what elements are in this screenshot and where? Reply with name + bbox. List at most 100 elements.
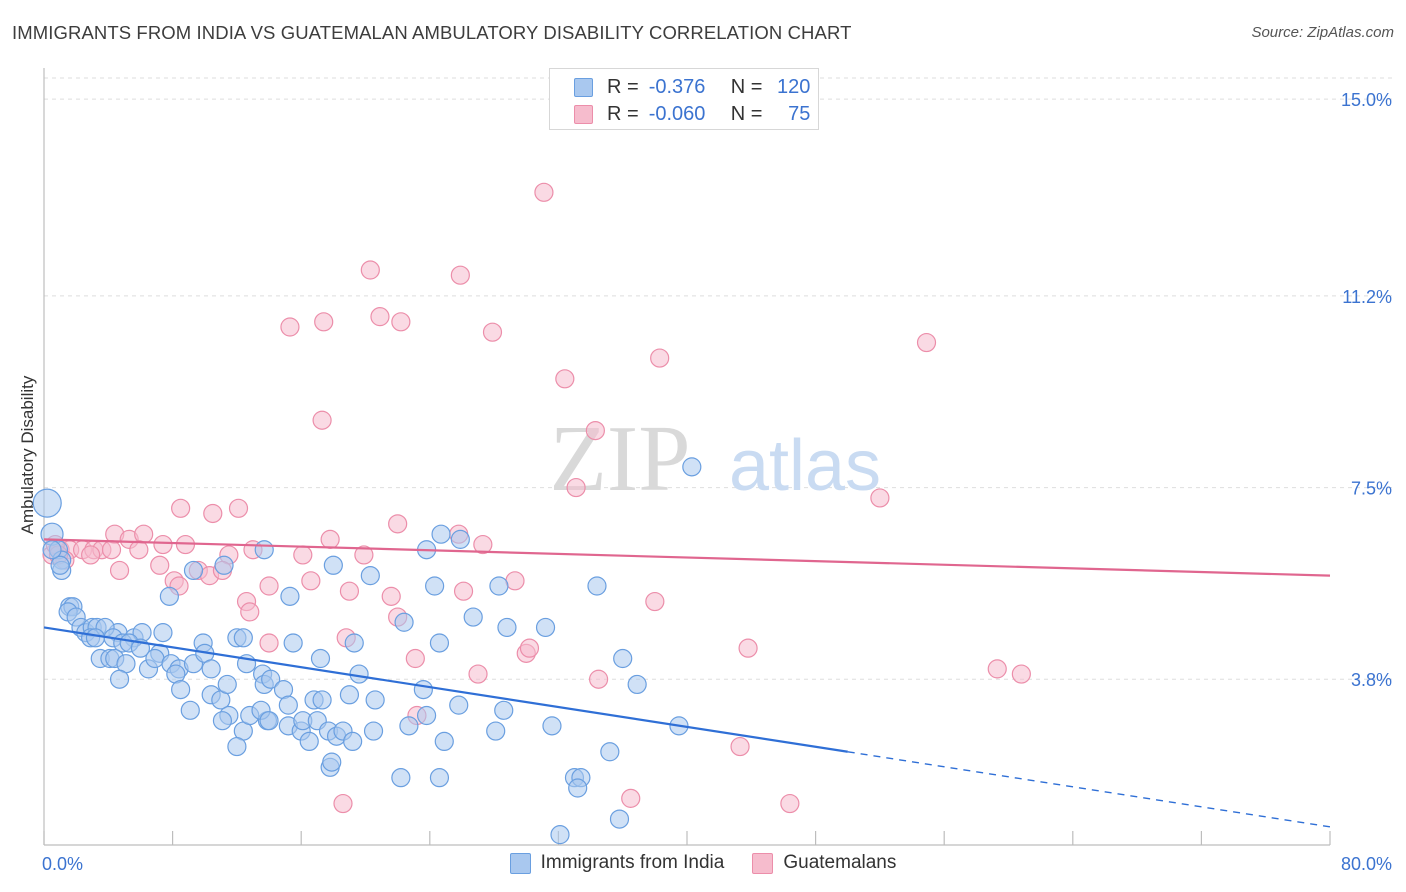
data-point-guatemalans <box>259 576 279 596</box>
data-point-guatemalans <box>453 581 474 601</box>
data-point-india <box>535 617 556 638</box>
data-point-guatemalans <box>468 664 488 684</box>
data-point-india <box>85 628 106 648</box>
y-tick-label: 11.2% <box>1342 287 1392 307</box>
data-point-india <box>233 628 253 648</box>
data-point-guatemalans <box>370 307 390 327</box>
legend-swatch-blue <box>509 852 531 874</box>
data-point-india <box>429 633 450 653</box>
data-point-guatemalans <box>129 540 149 560</box>
data-point-india <box>42 540 62 560</box>
data-point-india <box>183 560 204 581</box>
data-point-india <box>486 721 506 741</box>
trend-line-india <box>43 626 848 753</box>
data-point-india <box>497 617 517 638</box>
legend-label-guatemalans: Guatemalans <box>783 852 897 873</box>
data-point-india <box>171 679 191 700</box>
data-point-india <box>310 648 331 669</box>
data-point-india <box>145 648 165 669</box>
data-point-guatemalans <box>473 534 493 555</box>
x-tick-label-max: 80.0% <box>1341 854 1392 874</box>
data-point-india <box>399 716 419 736</box>
y-tick-label: 7.5% <box>1351 479 1392 499</box>
data-point-guatemalans <box>870 488 890 508</box>
legend-n-label: N = <box>730 102 763 125</box>
legend-item-india[interactable]: Immigrants from India <box>509 852 725 874</box>
legend-n-value: 75 <box>788 102 811 125</box>
data-point-guatemalans <box>333 793 353 814</box>
watermark-atlas: atlas <box>729 426 881 506</box>
tick-labels: 3.8% 7.5% 11.2% 15.0% 0.0% 80.0% <box>42 90 1392 874</box>
data-point-guatemalans <box>81 545 101 565</box>
data-point-india <box>261 669 281 689</box>
data-point-india <box>217 674 237 695</box>
data-point-india <box>50 555 70 575</box>
legend-r-label: R = <box>607 75 639 98</box>
data-point-india <box>280 586 300 606</box>
data-point-guatemalans <box>588 669 609 689</box>
data-point-guatemalans <box>730 736 750 757</box>
data-point-india <box>343 731 363 752</box>
data-point-india <box>180 700 200 720</box>
data-point-india <box>227 736 247 757</box>
data-point-guatemalans <box>101 540 122 560</box>
legend-r-label: R = <box>607 102 639 125</box>
source-credit: Source: ZipAtlas.com <box>1251 24 1394 41</box>
data-point-india <box>349 664 369 684</box>
data-point-guatemalans <box>916 332 937 353</box>
data-point-india <box>278 695 298 715</box>
data-point-india <box>429 768 450 788</box>
data-point-india <box>431 524 451 544</box>
legend-item-guatemalans[interactable]: Guatemalans <box>752 852 896 874</box>
legend-r-value: -0.060 <box>648 102 706 125</box>
data-point-india <box>254 540 274 560</box>
data-point-guatemalans <box>354 545 374 565</box>
data-point-india <box>153 623 173 643</box>
legend-label-india: Immigrants from India <box>540 852 725 873</box>
watermark: ZIP atlas <box>550 407 882 511</box>
data-point-guatemalans <box>259 633 279 653</box>
data-point-guatemalans <box>240 602 260 622</box>
data-point-india <box>299 731 319 752</box>
data-point-india <box>344 633 364 653</box>
data-point-india <box>360 566 380 586</box>
data-point-india <box>609 809 630 829</box>
data-point-india <box>201 659 221 679</box>
data-point-india <box>159 586 179 606</box>
data-point-india <box>425 576 445 596</box>
data-point-guatemalans <box>585 421 605 441</box>
data-point-india <box>391 768 411 788</box>
data-point-india <box>413 679 433 700</box>
data-point-india <box>542 716 562 736</box>
data-point-guatemalans <box>153 534 173 555</box>
data-point-india <box>568 778 588 798</box>
correlation-legend: R = -0.376 N = 120 R = -0.060 N = 75 <box>549 68 819 130</box>
data-point-guatemalans <box>450 265 470 285</box>
data-point-india <box>450 529 470 549</box>
data-point-india <box>587 576 607 596</box>
grid-lines <box>44 77 1392 680</box>
trend-line-guatemalans <box>43 538 1331 577</box>
y-tick-label: 15.0% <box>1341 90 1392 110</box>
data-point-india <box>365 690 385 710</box>
data-point-guatemalans <box>519 638 540 658</box>
data-point-guatemalans <box>203 503 223 524</box>
legend-swatch-pink <box>574 104 593 124</box>
data-point-india <box>434 731 454 752</box>
data-point-guatemalans <box>228 498 249 518</box>
data-point-india <box>212 711 233 731</box>
data-point-india <box>416 705 437 726</box>
series-legend: Immigrants from India Guatemalans <box>0 852 1406 874</box>
legend-r-value: -0.376 <box>648 75 706 98</box>
data-point-guatemalans <box>738 638 758 658</box>
data-point-india <box>449 695 469 715</box>
data-point-india <box>682 457 702 477</box>
data-point-guatemalans <box>339 581 360 601</box>
data-point-guatemalans <box>482 322 503 342</box>
data-point-guatemalans <box>780 793 800 814</box>
data-point-india <box>550 825 570 845</box>
data-point-guatemalans <box>312 410 332 430</box>
data-point-guatemalans <box>534 182 554 202</box>
axes <box>43 68 1331 846</box>
